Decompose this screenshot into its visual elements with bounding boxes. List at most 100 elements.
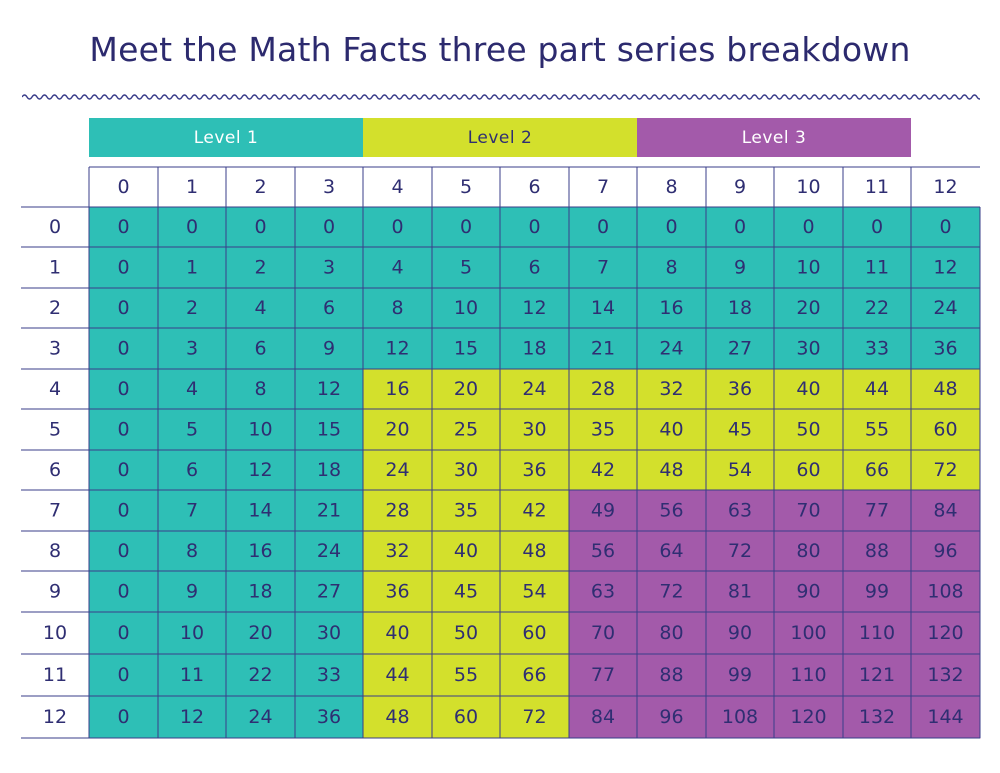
table-cell-bg (843, 654, 912, 697)
table-cell-bg (706, 207, 775, 248)
table-cell-bg (500, 328, 570, 370)
table-cell-bg (911, 450, 981, 491)
table-cell-value: 21 (317, 500, 341, 522)
table-cell-bg (569, 369, 638, 410)
table-cell-value: 18 (728, 297, 752, 319)
table-cell-bg (637, 207, 707, 248)
table-cell-bg (226, 369, 296, 410)
table-cell-value: 3 (323, 257, 335, 279)
table-cell-bg (158, 409, 227, 451)
table-cell-value: 8 (665, 257, 677, 279)
table-cell-bg (226, 490, 296, 532)
table-cell-bg (569, 696, 638, 739)
table-cell-bg (500, 654, 570, 697)
table-cell-value: 7 (186, 500, 198, 522)
table-cell-value: 8 (254, 378, 266, 400)
table-cell-value: 8 (186, 540, 198, 562)
table-cell-value: 24 (659, 338, 683, 360)
table-cell-value: 40 (659, 419, 683, 441)
table-cell-value: 110 (859, 622, 895, 644)
table-cell-value: 99 (728, 664, 752, 686)
table-cell-value: 66 (522, 664, 546, 686)
table-cell-bg (226, 207, 296, 248)
table-cell-bg (363, 654, 433, 697)
table-cell-bg (432, 207, 501, 248)
table-cell-bg (706, 369, 775, 410)
table-cell-value: 0 (802, 216, 814, 238)
table-cell-value: 12 (385, 338, 409, 360)
table-cell-bg (363, 612, 433, 655)
table-cell-bg (363, 288, 433, 329)
table-cell-value: 0 (117, 257, 129, 279)
table-cell-bg (500, 369, 570, 410)
table-cell-value: 110 (790, 664, 826, 686)
table-cell-bg (226, 612, 296, 655)
table-cell-value: 12 (248, 459, 272, 481)
column-header: 2 (254, 176, 266, 198)
table-cell-bg (911, 654, 981, 697)
table-cell-value: 36 (728, 378, 752, 400)
grid-lines (21, 166, 981, 739)
table-cell-value: 108 (927, 581, 963, 603)
table-cell-bg (89, 654, 159, 697)
table-cell-value: 15 (454, 338, 478, 360)
table-cell-bg (706, 571, 775, 613)
table-cell-bg (637, 571, 707, 613)
table-cell-value: 12 (522, 297, 546, 319)
table-cell-bg (295, 409, 364, 451)
column-header: 1 (186, 176, 198, 198)
table-cell-value: 7 (597, 257, 609, 279)
table-cell-bg (569, 247, 638, 289)
table-cell-bg (637, 409, 707, 451)
table-cell-value: 72 (659, 581, 683, 603)
table-cell-value: 60 (522, 622, 546, 644)
table-cell-bg (569, 207, 638, 248)
table-cell-value: 54 (522, 581, 546, 603)
table-cell-bg (569, 654, 638, 697)
table-cell-value: 36 (385, 581, 409, 603)
table-cell-bg (363, 450, 433, 491)
table-cell-bg (500, 612, 570, 655)
table-cell-bg (89, 207, 159, 248)
table-cell-value: 81 (728, 581, 752, 603)
table-cell-bg (89, 369, 159, 410)
table-cell-bg (637, 531, 707, 572)
table-cell-bg (500, 696, 570, 739)
table-cell-bg (843, 612, 912, 655)
table-cell-bg (432, 612, 501, 655)
table-cell-bg (569, 490, 638, 532)
table-cell-value: 100 (790, 622, 826, 644)
table-cell-bg (911, 288, 981, 329)
table-cell-value: 45 (728, 419, 752, 441)
table-cell-bg (158, 369, 227, 410)
table-cell-value: 60 (796, 459, 820, 481)
table-cell-bg (89, 450, 159, 491)
table-cell-bg (843, 288, 912, 329)
table-cell-value: 20 (248, 622, 272, 644)
table-cell-bg (295, 247, 364, 289)
table-cell-bg (226, 328, 296, 370)
table-cell-value: 33 (317, 664, 341, 686)
table-cell-value: 9 (186, 581, 198, 603)
table-cell-value: 88 (659, 664, 683, 686)
table-cell-bg (911, 612, 981, 655)
table-cell-value: 40 (385, 622, 409, 644)
table-cell-bg (500, 247, 570, 289)
column-header: 11 (865, 176, 889, 198)
table-cell-bg (158, 207, 227, 248)
row-header: 8 (49, 540, 61, 562)
table-cell-bg (363, 247, 433, 289)
table-cell-value: 0 (117, 378, 129, 400)
column-header: 0 (117, 176, 129, 198)
table-cell-bg (226, 288, 296, 329)
table-cell-value: 18 (522, 338, 546, 360)
table-cell-value: 4 (186, 378, 198, 400)
table-cell-bg (363, 409, 433, 451)
table-cell-value: 50 (454, 622, 478, 644)
table-cell-bg (774, 328, 844, 370)
table-cell-value: 84 (591, 706, 615, 728)
table-cell-bg (843, 409, 912, 451)
table-cell-bg (158, 571, 227, 613)
column-header: 9 (734, 176, 746, 198)
